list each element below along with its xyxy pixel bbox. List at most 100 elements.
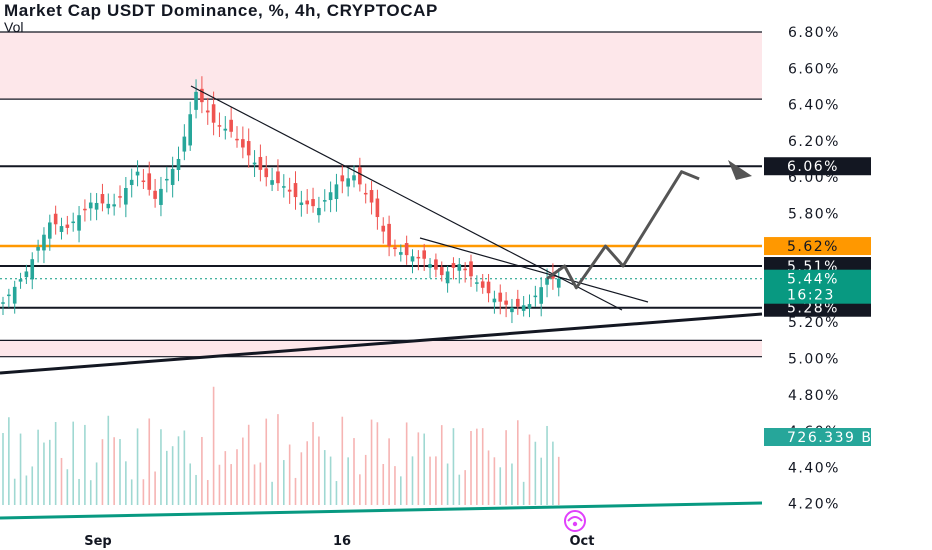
volume-bar <box>388 438 390 505</box>
candle-body <box>270 180 274 185</box>
volume-bar <box>37 429 39 505</box>
candle <box>322 189 327 212</box>
candle-body <box>480 281 485 288</box>
candle-body <box>42 234 46 251</box>
candle-body <box>153 190 157 199</box>
volume-bar <box>49 439 51 505</box>
candle <box>480 274 485 294</box>
candle-body <box>7 294 11 297</box>
x-axis-tick: Oct <box>570 534 595 549</box>
level-tag <box>764 237 871 256</box>
candle-body <box>65 224 70 228</box>
volume-bar <box>511 463 513 505</box>
volume-bar <box>557 456 560 505</box>
candle-body <box>53 213 58 225</box>
candle-body <box>200 88 204 103</box>
candle-body <box>71 221 75 224</box>
candle <box>24 264 29 284</box>
candle-body <box>451 263 456 268</box>
candle-body <box>492 298 497 303</box>
volume-bar <box>341 416 344 505</box>
candle <box>393 239 397 257</box>
candle-body <box>83 208 87 211</box>
candle <box>53 205 58 235</box>
volume-bar <box>552 441 554 505</box>
descending-trendline <box>190 85 623 311</box>
volume-bar <box>306 441 308 505</box>
volume-bar <box>283 460 285 505</box>
candle <box>18 272 23 289</box>
candle <box>165 166 169 193</box>
candle <box>410 249 415 274</box>
candle-body <box>334 184 339 200</box>
candle <box>270 167 274 192</box>
candle-body <box>422 250 426 259</box>
volume-bar <box>253 464 256 505</box>
candle <box>194 79 198 119</box>
candle <box>328 181 333 213</box>
candle <box>428 257 432 279</box>
candle-body <box>124 188 128 205</box>
candle-body <box>94 202 99 210</box>
x-axis-tick: 16 <box>333 534 351 549</box>
volume-bar <box>154 471 156 505</box>
candle <box>88 192 93 221</box>
volume-bar <box>464 470 466 505</box>
candle-body <box>258 156 263 170</box>
volume-bar <box>487 450 490 505</box>
candle-body <box>328 192 333 201</box>
volume-bar <box>522 481 525 505</box>
candle <box>486 274 491 303</box>
y-axis-tick: 4.80% <box>788 388 840 404</box>
candle-body <box>539 287 543 304</box>
candle <box>463 262 467 283</box>
volume-bar <box>60 457 63 505</box>
level-tag <box>764 157 871 176</box>
candle-body <box>457 264 462 271</box>
candle-body <box>194 91 198 110</box>
candle-body <box>241 139 245 148</box>
candle-body <box>170 168 175 185</box>
candle <box>340 165 345 194</box>
candle-body <box>211 104 216 123</box>
candle <box>363 183 368 204</box>
volume-bar <box>72 421 74 505</box>
candle-body <box>486 281 491 294</box>
volume-bar <box>224 451 227 505</box>
candle <box>387 215 391 257</box>
volume-bar <box>417 432 420 505</box>
candle-body <box>217 125 222 127</box>
candle <box>334 173 339 212</box>
candle-body <box>510 307 514 313</box>
volume-bar <box>446 463 449 505</box>
candle-body <box>375 198 380 218</box>
volume-bar <box>323 450 326 505</box>
candle <box>59 217 64 240</box>
volume-bar <box>119 439 121 505</box>
volume-bar <box>101 439 104 505</box>
volume-bar <box>218 464 221 505</box>
candle-body <box>516 298 520 307</box>
volume-bar <box>394 466 396 505</box>
volume-bar <box>294 477 297 505</box>
candle <box>100 183 105 212</box>
candle-body <box>498 292 503 302</box>
volume-bar <box>242 437 244 505</box>
resistance-zone <box>0 32 762 100</box>
resistance-zone <box>0 340 762 357</box>
candle <box>182 124 187 161</box>
candle <box>510 298 514 324</box>
volume-bar <box>95 462 98 505</box>
volume-bar <box>195 474 197 505</box>
volume-bar <box>300 452 303 505</box>
volume-bar <box>353 438 355 505</box>
level-tag-text: 5.62% <box>787 239 839 255</box>
level-tag-text: 6.06% <box>787 159 839 175</box>
candle-body <box>346 178 350 187</box>
volume-bar <box>423 433 425 505</box>
volume-bar <box>288 444 291 505</box>
candle <box>188 101 192 151</box>
candle-body <box>299 202 304 205</box>
candle <box>311 187 315 213</box>
